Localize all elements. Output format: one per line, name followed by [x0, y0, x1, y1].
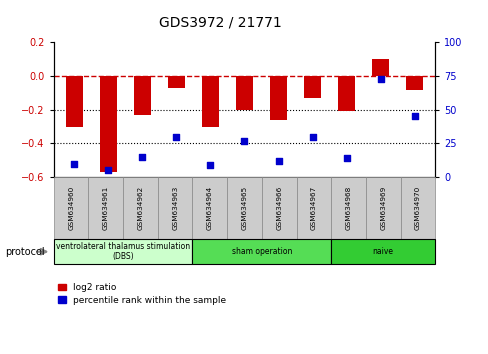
- Point: [70, 161, 78, 166]
- Text: GSM634964: GSM634964: [206, 186, 212, 230]
- Text: GSM634966: GSM634966: [276, 186, 282, 230]
- Point: [206, 162, 214, 168]
- Point: [240, 138, 248, 143]
- Point: [308, 134, 316, 139]
- Bar: [167, 76, 184, 88]
- Bar: [371, 59, 388, 76]
- Text: GDS3972 / 21771: GDS3972 / 21771: [158, 16, 281, 30]
- Text: GSM634970: GSM634970: [414, 186, 420, 230]
- Point: [138, 154, 146, 160]
- Point: [342, 155, 350, 161]
- Bar: [304, 76, 321, 98]
- Bar: [100, 76, 117, 172]
- Bar: [65, 76, 82, 127]
- Point: [274, 158, 282, 164]
- Text: sham operation: sham operation: [231, 247, 291, 256]
- Text: GSM634963: GSM634963: [172, 186, 178, 230]
- Bar: [202, 76, 219, 127]
- Point: [104, 167, 112, 173]
- Bar: [134, 76, 150, 115]
- Point: [376, 76, 384, 82]
- Text: GSM634960: GSM634960: [68, 186, 74, 230]
- Text: protocol: protocol: [5, 247, 44, 257]
- Text: GSM634965: GSM634965: [241, 186, 247, 230]
- Legend: log2 ratio, percentile rank within the sample: log2 ratio, percentile rank within the s…: [58, 283, 225, 305]
- Bar: [236, 76, 252, 110]
- Text: naive: naive: [372, 247, 393, 256]
- Text: GSM634961: GSM634961: [102, 186, 108, 230]
- Bar: [406, 76, 423, 90]
- Text: GSM634962: GSM634962: [137, 186, 143, 230]
- Text: GSM634969: GSM634969: [380, 186, 386, 230]
- Bar: [269, 76, 286, 120]
- Point: [172, 134, 180, 139]
- Text: GSM634967: GSM634967: [310, 186, 316, 230]
- Text: GSM634968: GSM634968: [345, 186, 351, 230]
- Text: ventrolateral thalamus stimulation
(DBS): ventrolateral thalamus stimulation (DBS): [56, 242, 190, 261]
- Bar: [338, 76, 354, 112]
- Point: [410, 114, 418, 119]
